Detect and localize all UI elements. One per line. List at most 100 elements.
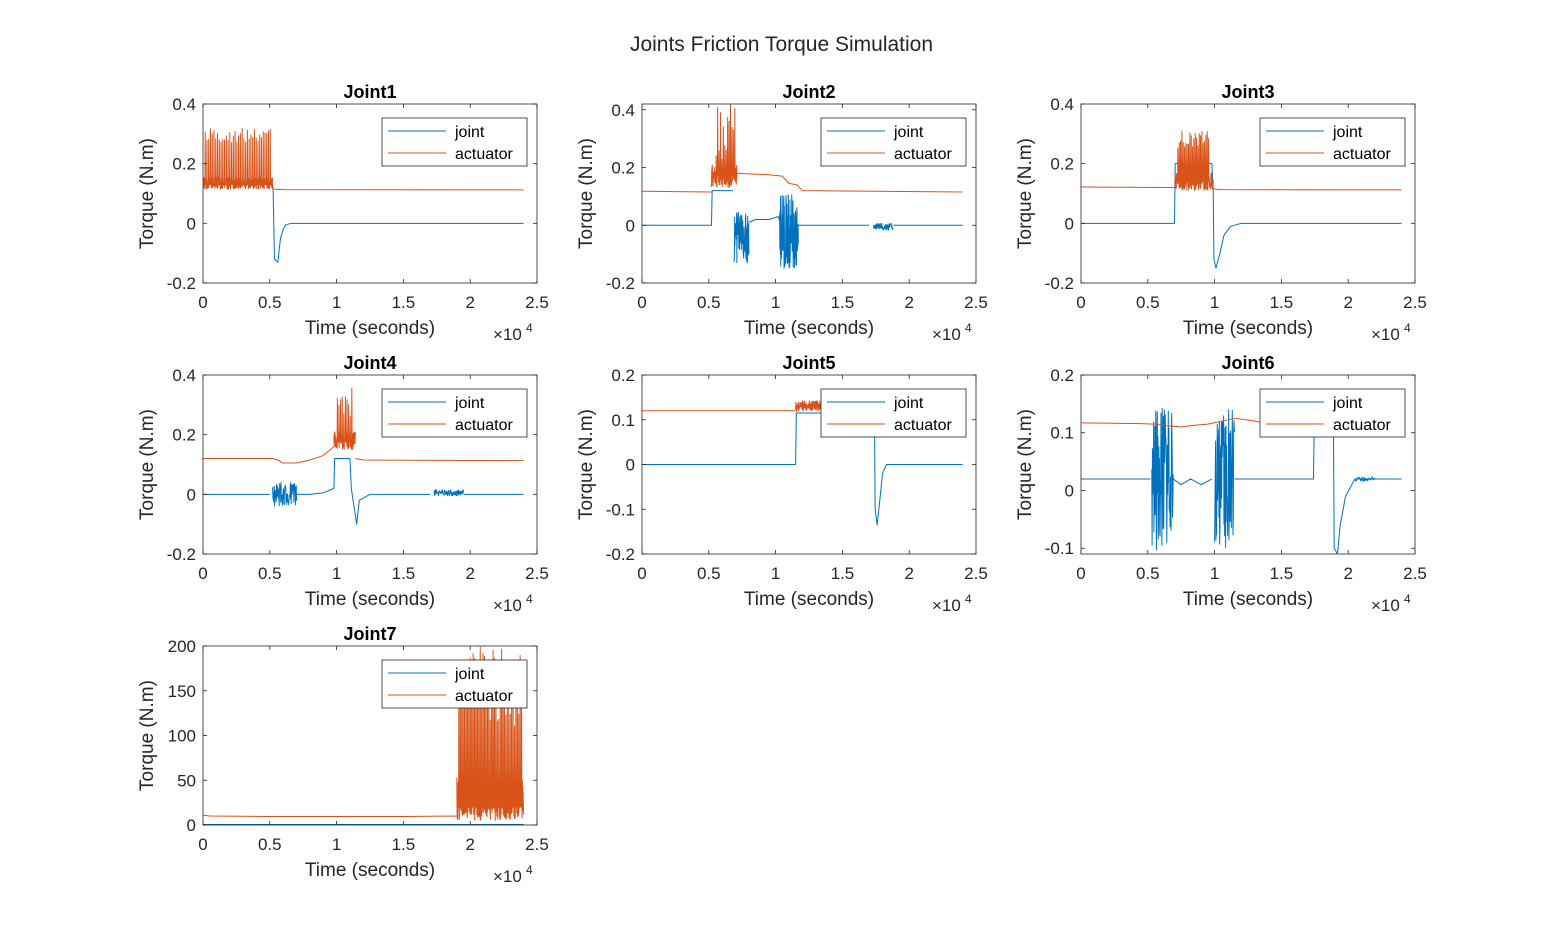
legend-box xyxy=(381,388,528,438)
figure-title: Joints Friction Torque Simulation xyxy=(629,33,934,56)
series-line-actuator xyxy=(642,104,963,193)
subplot-joint5: 0 0.5 1 1.5 2 2.5 -0.2 -0.1 0 0.1 0.2 Joint5 Time (s… xyxy=(576,353,988,615)
x-tick-label: 1.5 xyxy=(392,835,416,854)
x-tick-label: 0 xyxy=(637,564,646,583)
x-tick-label: 0 xyxy=(198,835,207,854)
legend-label-joint: joint xyxy=(454,395,485,412)
x-axis-label: Time (seconds) xyxy=(1183,318,1313,339)
y-axis-label: Torque (N.m) xyxy=(576,138,597,249)
y-tick-label: 0 xyxy=(626,216,635,235)
x-tick-label: 2.5 xyxy=(1403,293,1427,312)
legend-label-actuator: actuator xyxy=(894,417,952,434)
x-tick-label: 2.5 xyxy=(525,564,549,583)
y-tick-label: 100 xyxy=(168,727,196,746)
x-axis-label: Time (seconds) xyxy=(305,860,435,881)
legend: joint actuator xyxy=(381,117,528,167)
y-tick-label: 150 xyxy=(168,682,196,701)
x-tick-label: 1 xyxy=(771,293,780,312)
x-tick-label: 2 xyxy=(904,293,913,312)
y-tick-label: 0.1 xyxy=(1050,424,1074,443)
y-tick-label: 0 xyxy=(1065,481,1074,500)
y-tick-label: 0 xyxy=(1065,214,1074,233)
legend-label-joint: joint xyxy=(893,395,924,412)
y-tick-label: -0.2 xyxy=(167,274,196,293)
x-tick-label: 0 xyxy=(1076,293,1085,312)
x-tick-label: 2.5 xyxy=(964,293,988,312)
y-axis-label: Torque (N.m) xyxy=(137,409,158,520)
y-tick-label: 0.2 xyxy=(1050,155,1074,174)
legend-label-actuator: actuator xyxy=(1333,417,1391,434)
x-axis-label: Time (seconds) xyxy=(744,318,874,339)
y-axis-label: Torque (N.m) xyxy=(576,409,597,520)
legend: joint actuator xyxy=(381,659,528,709)
x-exponent-label: ×10 xyxy=(932,325,961,344)
series-group xyxy=(203,128,524,263)
y-tick-label: 0.2 xyxy=(611,159,635,178)
x-tick-label: 2 xyxy=(1343,564,1352,583)
y-tick-label: 0.4 xyxy=(1050,95,1074,114)
subplot-title: Joint6 xyxy=(1221,353,1274,373)
x-exponent-power: 4 xyxy=(965,321,972,335)
x-tick-label: 2.5 xyxy=(525,835,549,854)
x-exponent-label: ×10 xyxy=(493,867,522,886)
x-exponent-power: 4 xyxy=(1404,592,1411,606)
y-tick-label: 0.4 xyxy=(172,95,196,114)
y-tick-label: -0.1 xyxy=(1045,539,1074,558)
legend-box xyxy=(820,117,967,167)
y-tick-label: 0 xyxy=(187,214,196,233)
x-exponent-power: 4 xyxy=(526,863,533,877)
legend-box xyxy=(1259,117,1406,167)
legend: joint actuator xyxy=(820,117,967,167)
legend: joint actuator xyxy=(381,388,528,438)
x-exponent-label: ×10 xyxy=(493,325,522,344)
x-exponent-label: ×10 xyxy=(1371,596,1400,615)
y-tick-label: 0.4 xyxy=(172,366,196,385)
x-tick-label: 1.5 xyxy=(392,564,416,583)
subplot-title: Joint2 xyxy=(782,82,835,102)
x-exponent-power: 4 xyxy=(965,592,972,606)
y-tick-label: -0.2 xyxy=(606,274,635,293)
y-tick-label: 0.2 xyxy=(611,366,635,385)
x-tick-label: 0.5 xyxy=(697,564,721,583)
series-line-actuator xyxy=(203,646,525,821)
y-tick-label: 0.2 xyxy=(172,426,196,445)
legend: joint actuator xyxy=(1259,117,1406,167)
x-tick-label: 1.5 xyxy=(831,293,855,312)
x-tick-label: 0.5 xyxy=(1136,293,1160,312)
series-group xyxy=(1081,130,1402,269)
y-tick-label: -0.2 xyxy=(606,545,635,564)
x-axis-label: Time (seconds) xyxy=(744,589,874,610)
legend-label-joint: joint xyxy=(454,666,485,683)
legend: joint actuator xyxy=(1259,388,1406,438)
legend-label-actuator: actuator xyxy=(455,417,513,434)
x-tick-label: 0 xyxy=(198,564,207,583)
y-axis-label: Torque (N.m) xyxy=(137,680,158,791)
x-tick-label: 0 xyxy=(1076,564,1085,583)
y-axis-label: Torque (N.m) xyxy=(1015,138,1036,249)
axes-box xyxy=(1080,374,1416,555)
y-tick-label: -0.2 xyxy=(1045,274,1074,293)
x-axis-label: Time (seconds) xyxy=(1183,589,1313,610)
y-tick-label: 50 xyxy=(177,771,196,790)
x-tick-label: 1 xyxy=(1210,293,1219,312)
legend-label-joint: joint xyxy=(1332,395,1363,412)
x-tick-label: 2 xyxy=(465,293,474,312)
y-tick-label: 0.2 xyxy=(172,155,196,174)
x-tick-label: 0 xyxy=(198,293,207,312)
x-exponent-label: ×10 xyxy=(932,596,961,615)
legend-label-joint: joint xyxy=(893,124,924,141)
series-line-joint xyxy=(203,458,524,525)
x-tick-label: 1 xyxy=(332,835,341,854)
x-tick-label: 1.5 xyxy=(1270,293,1294,312)
legend-label-joint: joint xyxy=(454,124,485,141)
legend-box xyxy=(1259,388,1406,438)
x-tick-label: 1 xyxy=(771,564,780,583)
x-tick-label: 2.5 xyxy=(525,293,549,312)
y-axis-label: Torque (N.m) xyxy=(137,138,158,249)
legend: joint actuator xyxy=(820,388,967,438)
subplot-title: Joint7 xyxy=(343,624,396,644)
x-axis-label: Time (seconds) xyxy=(305,589,435,610)
x-tick-label: 2 xyxy=(465,835,474,854)
